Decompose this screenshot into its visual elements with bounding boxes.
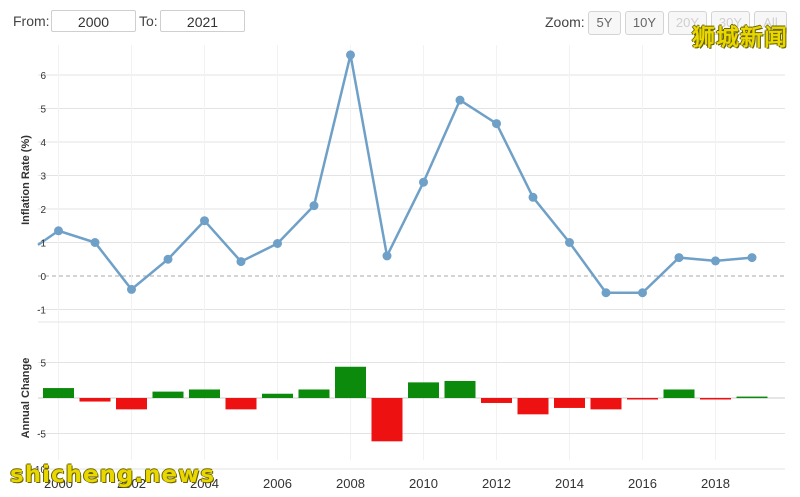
gridlines [38, 45, 785, 470]
annual-change-bar [408, 382, 439, 398]
annual-change-bar [736, 396, 768, 399]
zoom-5y-button[interactable]: 5Y [588, 11, 621, 35]
y-tick-label-top: 6 [40, 71, 46, 82]
annual-change-bar [225, 398, 257, 410]
inflation-series [37, 50, 757, 298]
data-point [346, 50, 355, 60]
from-year-input[interactable]: 2000 [51, 10, 136, 32]
to-year-input[interactable]: 2021 [160, 10, 245, 32]
x-tick-label: 2016 [628, 476, 657, 491]
annual-change-bar [590, 398, 622, 410]
data-point [601, 288, 611, 298]
inflation-line [37, 54, 753, 294]
data-point [565, 238, 574, 247]
x-tick-label: 2006 [263, 476, 292, 491]
zoom-30y-button[interactable]: 30Y [711, 11, 750, 35]
zoom-all-button[interactable]: All [754, 11, 787, 35]
x-tick-label: 2012 [482, 476, 511, 491]
annual-change-bar [481, 398, 512, 403]
to-label: To: [139, 13, 158, 29]
zoom-label: Zoom: [545, 14, 585, 30]
data-point [90, 238, 100, 247]
data-point [127, 284, 136, 294]
y-tick-label-top: 4 [40, 138, 46, 149]
x-tick-label: 2018 [701, 476, 730, 491]
zoom-20y-button[interactable]: 20Y [668, 11, 707, 35]
annual-change-bar [517, 398, 549, 415]
y-tick-label-top: 2 [40, 205, 46, 216]
annual-change-bar [663, 389, 695, 398]
from-label: From: [13, 13, 50, 29]
y-axis-title-bottom: Annual Change [20, 358, 32, 439]
data-point [455, 95, 465, 105]
annual-change-bar [79, 398, 111, 402]
annual-change-bar [152, 391, 184, 398]
annual-change-bars [43, 366, 768, 442]
x-tick-label: 2014 [555, 476, 584, 491]
data-point [382, 251, 392, 261]
data-point [236, 257, 246, 267]
y-tick-label-bottom: 5 [40, 359, 46, 370]
annual-change-bar [116, 398, 147, 410]
annual-change-bar [444, 380, 476, 398]
data-point [309, 201, 319, 211]
y-axis-title-top: Inflation Rate (%) [20, 135, 32, 225]
annual-change-bar [43, 388, 74, 398]
annual-change-bar [371, 398, 403, 442]
y-tick-label-bottom: -5 [37, 430, 46, 441]
annual-change-bar [335, 366, 366, 398]
data-point [711, 256, 720, 266]
data-point [419, 177, 428, 187]
data-point [528, 192, 538, 202]
x-tick-label: 2010 [409, 476, 438, 491]
data-point [200, 216, 209, 226]
data-point [273, 239, 282, 249]
annual-change-bar [627, 398, 658, 400]
y-tick-label-top: 0 [40, 272, 46, 283]
y-tick-label-top: 5 [40, 105, 46, 116]
annual-change-bar [189, 389, 220, 398]
x-tick-label: 2000 [44, 476, 73, 491]
watermark-top: 狮城新闻 [692, 25, 788, 51]
data-point [747, 253, 757, 263]
x-tick-label: 2002 [117, 476, 146, 491]
data-point [638, 288, 647, 298]
annual-change-bar [554, 398, 585, 408]
x-tick-label: 2008 [336, 476, 365, 491]
watermark-bottom: shicheng.news [10, 462, 216, 488]
data-point [54, 226, 63, 236]
data-point [163, 254, 173, 264]
y-tick-label-top: 1 [40, 239, 46, 250]
data-point [492, 119, 501, 129]
data-point [674, 253, 684, 263]
annual-change-bar [262, 393, 293, 398]
y-tick-label-top: -1 [37, 306, 46, 317]
x-tick-label: 2004 [190, 476, 219, 491]
y-tick-label-top: 3 [40, 172, 46, 183]
y-tick-label-bottom: -10 [32, 465, 47, 476]
annual-change-bar [700, 398, 731, 400]
annual-change-bar [298, 389, 330, 398]
zoom-10y-button[interactable]: 10Y [625, 11, 664, 35]
